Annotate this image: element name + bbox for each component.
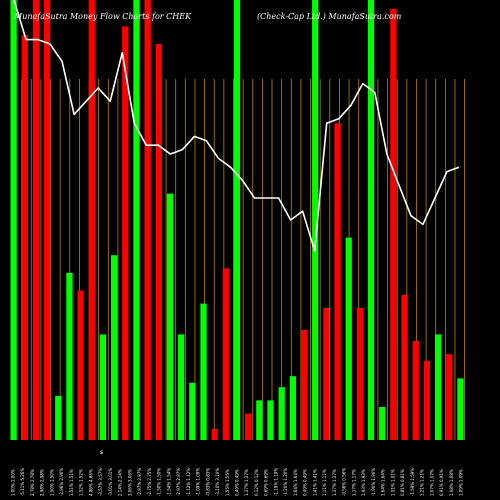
money-outflow-bar	[77, 290, 84, 440]
x-tick-label: 1.21% 1.21%	[420, 469, 425, 496]
money-inflow-bar	[457, 378, 464, 440]
x-tick-label: -3.57% 3.57%	[98, 468, 103, 496]
x-tick-label: -2.75% 2.75%	[147, 468, 152, 496]
x-tick-label: -3.10% 3.10%	[215, 468, 220, 496]
money-outflow-bar	[222, 268, 229, 440]
x-tick-label: 1.37% 1.37%	[244, 469, 249, 496]
x-tick-label: 1.07% 1.07%	[429, 469, 434, 496]
money-inflow-bar	[110, 255, 118, 440]
money-inflow-bar	[189, 382, 196, 440]
money-outflow-bar	[334, 123, 341, 440]
money-outflow-bar	[211, 429, 218, 440]
money-inflow-bar	[312, 0, 319, 440]
money-inflow-bar	[99, 334, 107, 440]
money-outflow-bar	[21, 35, 28, 440]
bar-layer	[10, 0, 464, 441]
money-inflow-bar	[434, 334, 442, 440]
x-tick-label: -0.83% 0.83%	[205, 468, 210, 496]
chart-title: MunafaSutra Money Flow Charts for CHEK	[13, 12, 192, 21]
money-inflow-bar	[66, 272, 73, 440]
money-outflow-bar	[300, 330, 308, 440]
x-tick-label: 1.01% 1.01%	[390, 469, 395, 496]
x-tick-label: -1.19% 1.19%	[273, 468, 278, 496]
money-outflow-bar	[412, 341, 419, 440]
x-tick-label: 3.06% 3.06%	[127, 469, 132, 496]
money-outflow-bar	[323, 308, 330, 440]
x-tick-label: -1.50% 1.50%	[157, 468, 162, 496]
money-outflow-bar	[390, 8, 397, 441]
money-inflow-bar	[289, 376, 296, 440]
x-tick-label: 1.64% 1.64%	[293, 469, 298, 496]
x-tick-label: -1.20% 1.20%	[283, 468, 288, 496]
money-inflow-bar	[233, 0, 241, 440]
money-inflow-bar	[10, 0, 17, 440]
x-tick-label: 1.37% 1.37%	[332, 469, 337, 496]
x-tick-label: -1.90% 1.90%	[371, 468, 376, 496]
money-inflow-bar	[278, 387, 285, 440]
x-tick-label: 0.91% 0.91%	[439, 469, 444, 496]
x-tick-label: -1.54% 1.54%	[166, 468, 171, 496]
x-tick-label: 1.93% 1.93%	[361, 469, 366, 496]
x-tick-label: -1.12% 1.12%	[186, 468, 191, 496]
money-inflow-bar	[133, 0, 140, 440]
x-tick-label: 0.12% 0.12%	[254, 469, 259, 496]
x-tick-label: 0.49% 0.49%	[303, 469, 308, 496]
money-inflow-bar	[55, 396, 62, 440]
x-tick-label: 4.86% 4.86%	[88, 469, 93, 496]
money-inflow-bar	[367, 0, 375, 440]
x-tick-label: 1.09% 1.09%	[459, 469, 464, 496]
x-tick-label: 1.50% 1.50%	[49, 469, 54, 496]
x-tick-label: -2.97% 2.97%	[137, 468, 142, 496]
money-outflow-bar	[245, 413, 252, 440]
x-tick-label: -2.97% 2.97%	[176, 468, 181, 496]
x-tick-label: 1.64% 1.64%	[381, 469, 386, 496]
x-tick-label: 1.00% 1.00%	[10, 469, 15, 496]
money-outflow-bar	[356, 308, 364, 440]
money-inflow-bar	[379, 407, 386, 440]
money-outflow-bar	[144, 0, 151, 440]
x-tick-label: -5.11% 5.26%	[20, 468, 25, 496]
x-tick-label: -1.09% 1.09%	[196, 468, 201, 496]
money-outflow-bar	[88, 0, 95, 440]
money-inflow-bar	[166, 193, 174, 440]
money-outflow-bar	[122, 26, 129, 441]
money-inflow-bar	[256, 400, 263, 440]
money-inflow-bar	[267, 400, 274, 440]
x-tick-label: 2.14% 2.14%	[118, 469, 123, 496]
x-tick-label: 1.52% 1.52%	[79, 469, 84, 496]
x-tick-label: 0.49% 0.49%	[235, 469, 240, 496]
x-tick-label: 2.78% 2.78%	[30, 469, 35, 496]
money-outflow-bar	[155, 44, 162, 440]
x-tick-label: 0.81% 0.81%	[400, 469, 405, 496]
x-tick-label: -0.56% 0.56%	[342, 468, 347, 496]
x-tick-label: 1.08% 1.08%	[449, 469, 454, 496]
money-outflow-bar	[43, 0, 51, 440]
money-inflow-bar	[345, 237, 352, 440]
x-tick-label: 1.41% 1.41%	[312, 469, 317, 496]
money-outflow-bar	[423, 360, 431, 440]
marker-dollar: $	[100, 450, 103, 456]
money-flow-line	[13, 0, 460, 252]
money-inflow-bar	[178, 334, 185, 440]
x-tick-label: 1.51% 1.51%	[69, 469, 74, 496]
x-tick-label: 1.55% 1.55%	[225, 469, 230, 496]
x-tick-label: 0.69% 0.69%	[264, 469, 269, 496]
money-outflow-bar	[401, 294, 408, 440]
x-tick-label: 2.98% 2.98%	[40, 469, 45, 496]
x-tick-label: -3.01% 3.01%	[108, 468, 113, 496]
chart-source: (Check-Cap Ltd.) MunafaSutra.com	[257, 12, 402, 21]
x-tick-label: -2.96% 2.96%	[59, 468, 64, 496]
x-tick-label: 1.17% 1.17%	[351, 469, 356, 496]
x-tick-layer: 1.00% 1.00% -5.11% 5.26% 2.78% 2.78% 2.98% …	[10, 468, 463, 496]
money-outflow-bar	[32, 0, 40, 440]
x-tick-label: -1.59% 1.59%	[410, 468, 415, 496]
money-outflow-bar	[446, 354, 453, 440]
money-inflow-bar	[200, 303, 207, 440]
flow-line-layer	[13, 0, 460, 252]
x-tick-label: 1.11% 1.11%	[322, 469, 327, 496]
